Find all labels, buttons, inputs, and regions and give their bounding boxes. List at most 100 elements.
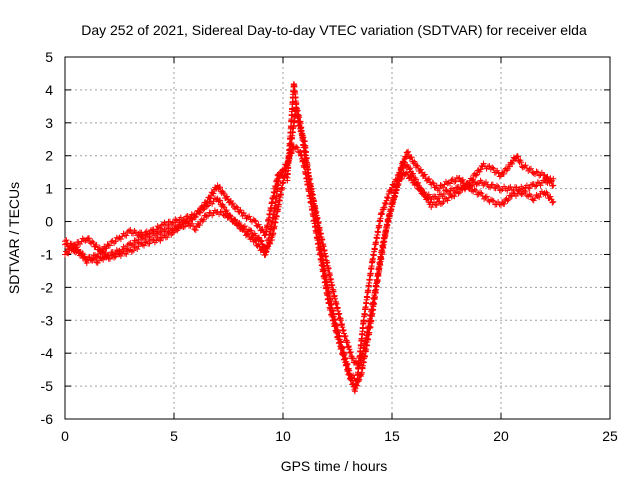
data-point — [543, 189, 550, 196]
data-point — [391, 182, 398, 189]
data-point — [510, 190, 517, 197]
data-point — [181, 216, 188, 223]
data-point — [430, 180, 437, 187]
data-point — [134, 245, 141, 252]
data-point — [220, 203, 227, 210]
data-point — [429, 179, 436, 186]
data-point — [381, 204, 388, 211]
y-tick-label: -3 — [41, 312, 54, 328]
data-point — [408, 154, 415, 161]
data-point — [123, 232, 130, 239]
data-point — [294, 144, 301, 151]
y-tick-label: 1 — [45, 181, 53, 197]
data-point — [533, 168, 540, 175]
data-point — [224, 193, 231, 200]
data-point — [185, 215, 192, 222]
data-point — [441, 181, 448, 188]
data-point — [123, 251, 130, 258]
data-point — [487, 196, 494, 203]
data-point — [527, 192, 534, 199]
data-point — [383, 200, 390, 207]
data-point — [421, 171, 428, 178]
data-point — [89, 238, 96, 245]
data-point — [68, 240, 75, 247]
data-point — [203, 200, 210, 207]
data-point — [398, 165, 405, 172]
data-point — [248, 227, 255, 234]
data-point — [261, 232, 268, 239]
data-point — [204, 198, 211, 205]
data-point — [278, 169, 285, 176]
grid-layer — [65, 57, 610, 419]
data-point — [489, 181, 496, 188]
data-point — [261, 252, 268, 259]
data-point — [135, 243, 142, 250]
data-point — [77, 248, 84, 255]
data-point — [169, 229, 176, 236]
x-tick-label: 10 — [275, 428, 291, 444]
data-point — [135, 236, 142, 243]
data-point — [456, 189, 463, 196]
data-point — [388, 188, 395, 195]
y-tick-label: -2 — [41, 279, 54, 295]
data-point — [405, 148, 412, 155]
data-point — [412, 176, 419, 183]
data-point — [496, 173, 503, 180]
data-point — [489, 164, 496, 171]
data-point — [220, 212, 227, 219]
data-point — [492, 185, 499, 192]
series-track-3 — [62, 81, 557, 384]
data-point — [192, 227, 199, 234]
data-point — [93, 254, 100, 261]
data-point — [218, 208, 225, 215]
x-tick-label: 20 — [493, 428, 509, 444]
x-tick-label: 5 — [170, 428, 178, 444]
data-point — [478, 190, 485, 197]
data-point — [394, 176, 401, 183]
data-point — [112, 238, 119, 245]
data-point — [550, 182, 557, 189]
data-point — [106, 242, 113, 249]
data-point — [477, 189, 484, 196]
data-point — [350, 380, 357, 387]
data-point — [217, 184, 224, 191]
data-point — [482, 194, 489, 201]
data-point — [483, 193, 490, 200]
data-point — [473, 171, 480, 178]
data-point — [526, 185, 533, 192]
data-point — [351, 388, 358, 395]
data-point — [217, 197, 224, 204]
data-point — [410, 170, 417, 177]
data-point — [479, 193, 486, 200]
data-point — [127, 226, 134, 233]
data-point — [210, 190, 217, 197]
data-point — [90, 239, 97, 246]
data-point — [468, 177, 475, 184]
data-point — [490, 198, 497, 205]
data-point — [81, 253, 88, 260]
data-point — [157, 237, 164, 244]
data-point — [252, 218, 259, 225]
data-point — [241, 223, 248, 230]
data-point — [522, 162, 529, 169]
data-point — [445, 194, 452, 201]
data-point — [217, 209, 224, 216]
data-point — [527, 165, 534, 172]
data-point — [235, 221, 242, 228]
data-point — [164, 234, 171, 241]
data-point — [509, 160, 516, 167]
data-point — [529, 196, 536, 203]
data-point — [518, 159, 525, 166]
data-point — [259, 245, 266, 252]
data-point — [121, 250, 128, 257]
data-point — [256, 234, 263, 241]
data-point — [245, 230, 252, 237]
x-tick-label: 0 — [61, 428, 69, 444]
data-point — [117, 236, 124, 243]
data-point — [124, 247, 131, 254]
data-point — [517, 190, 524, 197]
data-point — [134, 232, 141, 239]
x-axis-label: GPS time / hours — [281, 458, 388, 474]
data-point — [384, 194, 391, 201]
data-point — [440, 191, 447, 198]
